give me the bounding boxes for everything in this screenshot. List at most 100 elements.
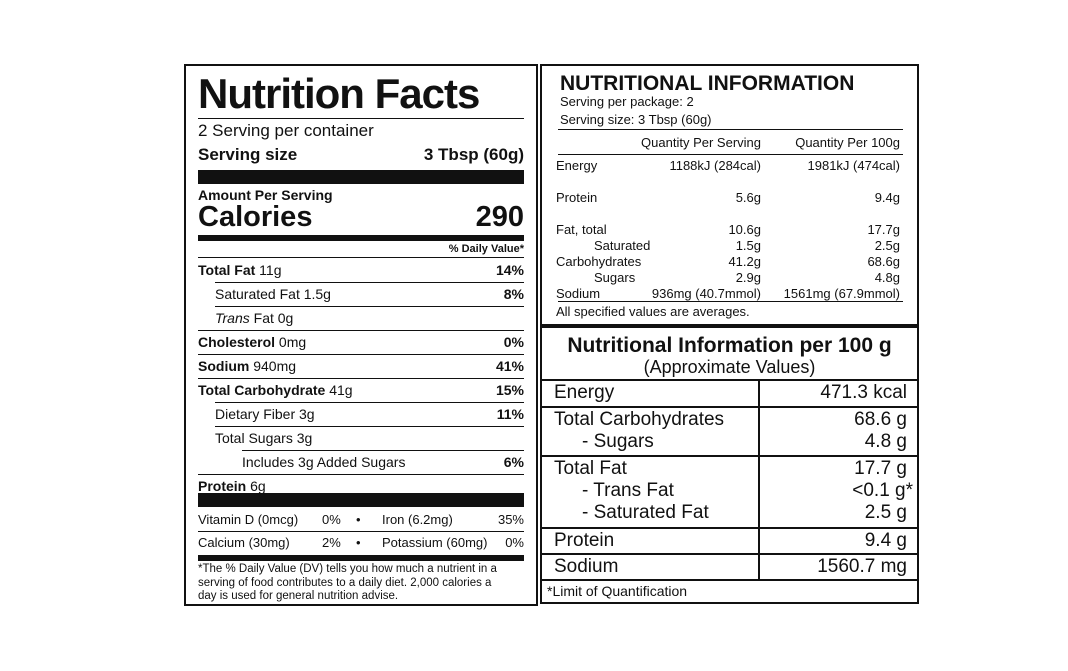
serving-size-value: 3 Tbsp (60g) — [423, 145, 524, 164]
nutrient-row: Saturated Fat 1.5g 8% — [198, 282, 524, 306]
amount-per-serving: Amount Per Serving — [198, 187, 333, 203]
ni-row-per-100g: 17.7g — [867, 222, 900, 237]
nutrient-label: Sodium 940mg — [198, 358, 296, 374]
ni-row-per-100g: 68.6g — [867, 254, 900, 269]
nutrient-name: Total Carbohydrate — [198, 382, 326, 398]
footnote-line: day is used for general nutrition advise… — [198, 590, 399, 602]
ni-row-per-serving: 2.9g — [735, 270, 761, 285]
per-100g-row-value: <0.1 g* — [852, 480, 913, 501]
nutrient-name: Protein — [198, 478, 247, 494]
nutrient-label: Total Fat 11g — [198, 262, 282, 278]
serving-size-label: Serving size — [198, 145, 298, 164]
ni-row-per-serving: 41.2g — [728, 254, 761, 269]
ni-row-per-100g: 1981kJ (474cal) — [807, 158, 901, 173]
ni-row-per-serving: 1188kJ (284cal) — [669, 158, 761, 173]
divider — [198, 118, 524, 119]
nutrient-row: Protein 6g — [198, 474, 524, 498]
nutrient-daily-value: 14% — [495, 262, 524, 278]
potassium-pct: 0% — [505, 535, 524, 550]
nutritional-information-panel: NUTRITIONAL INFORMATION Serving per pack… — [540, 64, 919, 326]
per-100g-row-value: 1560.7 mg — [817, 556, 907, 577]
nutrient-row: Trans Fat 0g — [198, 306, 524, 330]
divider — [542, 455, 917, 457]
per-100g-row-label: Energy — [554, 382, 615, 403]
nutrient-label: Trans Fat 0g — [215, 310, 293, 326]
vitamin-row: Calcium (30mg) 2% • Potassium (60mg) 0% — [198, 531, 524, 555]
divider — [198, 531, 524, 532]
nutrient-daily-value: 11% — [496, 406, 524, 422]
ni-serving-size: Serving size: 3 Tbsp (60g) — [560, 112, 712, 127]
medium-divider — [198, 235, 524, 241]
ni-row-per-serving: 10.6g — [728, 222, 761, 237]
divider — [215, 402, 524, 403]
servings-per-container: 2 Serving per container — [198, 121, 374, 140]
divider — [198, 257, 524, 258]
nutrient-row: Cholesterol 0mg 0% — [198, 330, 524, 354]
vitamin-d-pct: 0% — [322, 512, 341, 527]
nutrient-daily-value: 41% — [495, 358, 524, 374]
nutrient-row: Total Carbohydrate 41g 15% — [198, 378, 524, 402]
nutrient-amount: Dietary Fiber 3g — [215, 406, 315, 422]
nutrient-row: Total Fat 11g 14% — [198, 258, 524, 282]
thick-divider — [198, 170, 524, 184]
divider — [558, 301, 903, 302]
medium-divider — [198, 555, 524, 561]
per-100g-row-value: 17.7 g — [854, 458, 907, 479]
nutrient-amount: 11g — [255, 262, 282, 278]
nutrient-daily-value: 8% — [503, 286, 524, 302]
thick-divider — [198, 493, 524, 507]
nutrient-name: Cholesterol — [198, 334, 276, 350]
per-100g-row-label: Total Fat — [554, 458, 627, 479]
per-100g-row-value: 4.8 g — [864, 431, 907, 452]
calcium-label: Calcium (30mg) — [198, 535, 290, 550]
nutrient-amount: Includes 3g Added Sugars — [242, 454, 406, 470]
ni-row-per-100g: 9.4g — [874, 190, 900, 205]
ni-row-per-serving: 936mg (40.7mmol) — [651, 286, 761, 301]
per-100g-row-label: - Saturated Fat — [582, 502, 709, 523]
ni-row-per-serving: 5.6g — [735, 190, 761, 205]
divider — [242, 450, 524, 451]
calories-value: 290 — [475, 201, 524, 233]
nutrient-daily-value: 0% — [503, 334, 524, 350]
divider — [215, 426, 524, 427]
nutrient-row: Includes 3g Added Sugars 6% — [198, 450, 524, 474]
footnote-line: *The % Daily Value (DV) tells you how mu… — [198, 563, 497, 575]
nutrient-amount: Saturated Fat 1.5g — [215, 286, 331, 302]
ni-servings-per-package: Serving per package: 2 — [560, 94, 694, 109]
daily-value-footnote: *The % Daily Value (DV) tells you how mu… — [198, 563, 524, 604]
per-100g-table: Nutritional Information per 100 g (Appro… — [540, 326, 919, 604]
nutrient-row: Sodium 940mg 41% — [198, 354, 524, 378]
nutrient-amount: Fat 0g — [249, 310, 294, 326]
ni-row-label: Energy — [556, 158, 598, 173]
ni-row-label: Saturated — [594, 238, 651, 253]
bullet: • — [356, 535, 361, 550]
ni-row-per-100g: 1561mg (67.9mmol) — [783, 286, 900, 301]
nutrient-amount: 940mg — [249, 358, 297, 374]
divider — [542, 553, 917, 555]
per-100g-subtitle: (Approximate Values) — [643, 357, 816, 377]
per-100g-title: Nutritional Information per 100 g — [567, 334, 892, 357]
bullet: • — [356, 512, 361, 527]
nutrient-label: Includes 3g Added Sugars — [242, 454, 405, 470]
per-100g-row-label: Protein — [554, 530, 615, 551]
divider — [542, 379, 917, 381]
iron-label: Iron (6.2mg) — [382, 512, 453, 527]
ni-title: NUTRITIONAL INFORMATION — [560, 72, 855, 95]
per-100g-row-value: 2.5 g — [864, 502, 907, 523]
divider — [542, 527, 917, 529]
serving-size-row: Serving size 3 Tbsp (60g) — [198, 142, 524, 168]
nutrient-name: Sodium — [198, 358, 250, 374]
divider — [198, 354, 524, 355]
nutrient-name: Total Fat — [198, 262, 256, 278]
divider — [215, 306, 524, 307]
nutrient-label: Protein 6g — [198, 478, 266, 494]
potassium-label: Potassium (60mg) — [382, 535, 488, 550]
calories-label: Calories — [198, 201, 313, 233]
divider — [198, 378, 524, 379]
nutrient-label: Total Carbohydrate 41g — [198, 382, 353, 398]
nutrient-name-italic: Trans — [215, 310, 250, 326]
calories-row: Calories 290 — [198, 200, 524, 234]
column-divider — [758, 379, 760, 580]
nutrition-facts-title: Nutrition Facts — [198, 70, 480, 117]
daily-value-header: % Daily Value* — [448, 243, 524, 255]
